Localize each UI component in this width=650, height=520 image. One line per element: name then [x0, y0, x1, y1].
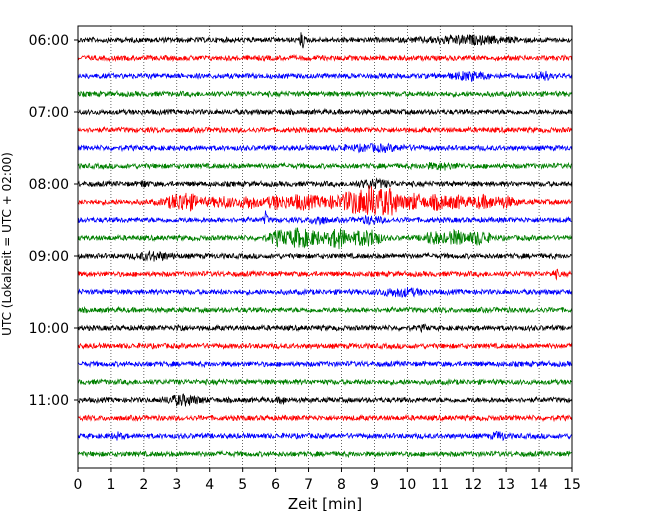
trace-0800 [77, 177, 573, 190]
x-tick-label: 7 [304, 477, 313, 493]
trace-0730 [77, 142, 573, 154]
x-tick-label: 10 [398, 477, 416, 493]
trace-1100 [77, 393, 573, 407]
trace-0900 [77, 250, 573, 262]
y-tick-label: 07:00 [29, 105, 69, 121]
x-tick-label: 5 [238, 477, 247, 493]
trace-0630 [77, 70, 573, 82]
trace-0930 [77, 286, 573, 298]
y-tick-label: 08:00 [29, 177, 69, 193]
trace-0645 [77, 89, 573, 98]
x-tick-label: 1 [106, 477, 115, 493]
x-tick-label: 11 [431, 477, 449, 493]
trace-1000 [77, 323, 573, 334]
trace-0845 [77, 227, 573, 250]
x-tick-label: 13 [497, 477, 515, 493]
x-axis-ticks: 0 1 2 3 4 5 6 7 8 9 10 11 12 13 14 15 [74, 468, 581, 493]
trace-1015 [77, 341, 573, 350]
y-axis-label: UTC (Lokalzeit = UTC + 02:00) [0, 152, 14, 336]
y-tick-label: 06:00 [29, 33, 69, 49]
trace-1145 [77, 449, 573, 459]
x-axis-label: Zeit [min] [288, 495, 362, 513]
trace-0615 [77, 53, 573, 63]
trace-0815 [77, 185, 573, 216]
y-tick-label: 10:00 [29, 321, 69, 337]
x-tick-label: 14 [530, 477, 548, 493]
y-axis-ticks: 06:00 07:00 08:00 09:00 10:00 11:00 [29, 33, 78, 409]
x-tick-label: 6 [271, 477, 280, 493]
trace-0945 [77, 305, 573, 314]
x-tick-label: 9 [370, 477, 379, 493]
x-tick-label: 12 [464, 477, 482, 493]
plot-frame [77, 25, 573, 469]
trace-1045 [77, 378, 573, 386]
trace-0745 [77, 161, 573, 171]
trace-1130 [77, 430, 573, 442]
x-tick-label: 8 [337, 477, 346, 493]
x-tick-label: 3 [172, 477, 181, 493]
x-tick-label: 2 [139, 477, 148, 493]
trace-1115 [77, 413, 573, 423]
x-tick-label: 0 [74, 477, 83, 493]
x-tick-label: 4 [205, 477, 214, 493]
trace-0715 [77, 125, 573, 135]
y-tick-label: 11:00 [29, 393, 69, 409]
x-tick-label: 15 [563, 477, 581, 493]
trace-0915 [77, 268, 573, 281]
seismic-traces [77, 32, 573, 459]
trace-1030 [77, 359, 573, 369]
trace-0700 [77, 107, 573, 117]
y-tick-label: 09:00 [29, 249, 69, 265]
trace-0830 [77, 210, 573, 226]
trace-0600 [77, 32, 573, 49]
